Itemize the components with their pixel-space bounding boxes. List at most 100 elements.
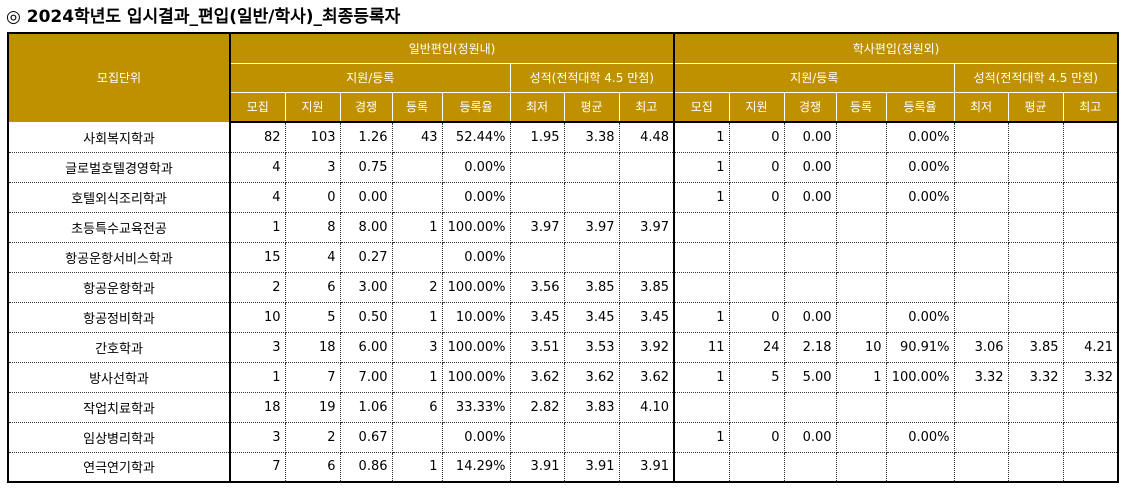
general-apply-cell: 6 — [284, 271, 341, 303]
page-title: ◎ 2024학년도 입시결과_편입(일반/학사)_최종등록자 — [6, 7, 401, 27]
bachelor-enroll-cell — [835, 211, 887, 243]
general-apply-cell: 2 — [284, 421, 341, 453]
bachelor-enroll-rate-cell: 0.00% — [885, 181, 955, 213]
general-recruit-cell: 15 — [229, 241, 286, 273]
general-enroll-rate-cell: 0.00% — [441, 181, 511, 213]
bachelor-enroll-cell — [835, 121, 887, 153]
general-grade-min-cell: 3.97 — [509, 211, 565, 243]
general-competition-cell: 0.67 — [339, 421, 393, 453]
bachelor-enroll-rate-cell — [885, 271, 955, 303]
bachelor-apply-cell — [728, 271, 785, 303]
bachelor-enroll-cell — [835, 271, 887, 303]
general-enroll-cell: 1 — [391, 451, 443, 483]
general-apply-cell: 4 — [284, 241, 341, 273]
general-apply-cell: 3 — [284, 151, 341, 183]
general-grade-min-cell: 3.91 — [509, 451, 565, 483]
bachelor-competition-cell — [783, 451, 837, 483]
general-grade-max-cell — [618, 151, 676, 183]
bachelor-apply-cell — [728, 391, 785, 423]
general-competition-cell: 1.06 — [339, 391, 393, 423]
bachelor-competition-cell: 0.00 — [783, 301, 837, 333]
bachelor-grade-max-cell — [1062, 241, 1119, 273]
general-col-competition: 경쟁 — [339, 91, 393, 123]
bachelor-recruit-cell: 1 — [673, 421, 730, 453]
general-competition-cell: 0.50 — [339, 301, 393, 333]
general-grade-max-cell — [618, 421, 676, 453]
bachelor-grade-min-cell: 3.06 — [953, 331, 1009, 363]
general-enroll-rate-cell: 33.33% — [441, 391, 511, 423]
table-row: 항공운항학과 2 6 3.00 2 100.00% 3.56 3.85 3.85 — [7, 271, 1119, 303]
general-grade-avg-cell — [563, 151, 620, 183]
general-enroll-cell: 43 — [391, 121, 443, 153]
bachelor-grade-min-cell — [953, 391, 1009, 423]
general-recruit-cell: 7 — [229, 451, 286, 483]
bachelor-grade-avg-cell — [1007, 391, 1064, 423]
general-enroll-cell: 1 — [391, 211, 443, 243]
general-col-recruit: 모집 — [229, 91, 286, 123]
general-grade-min-cell — [509, 421, 565, 453]
unit-header: 모집단위 — [7, 32, 231, 123]
general-grade-max-cell: 3.62 — [618, 361, 676, 393]
bachelor-grade-min-cell — [953, 241, 1009, 273]
general-enroll-cell — [391, 241, 443, 273]
general-grade-min-cell: 3.62 — [509, 361, 565, 393]
bachelor-grade-max-cell: 3.32 — [1062, 361, 1119, 393]
bachelor-grade-max-cell — [1062, 151, 1119, 183]
general-recruit-cell: 3 — [229, 331, 286, 363]
bachelor-grade-min-cell — [953, 301, 1009, 333]
general-grade-avg-cell: 3.45 — [563, 301, 620, 333]
general-competition-cell: 6.00 — [339, 331, 393, 363]
general-grade-max-cell: 3.85 — [618, 271, 676, 303]
bachelor-col-grade-avg: 평균 — [1007, 91, 1064, 123]
bachelor-enroll-cell — [835, 241, 887, 273]
general-apply-cell: 8 — [284, 211, 341, 243]
bachelor-grade-avg-cell — [1007, 181, 1064, 213]
bachelor-enroll-rate-cell — [885, 241, 955, 273]
bachelor-grade-max-cell: 4.21 — [1062, 331, 1119, 363]
bachelor-enroll-rate-cell — [885, 451, 955, 483]
table-row: 항공운항서비스학과 15 4 0.27 0.00% — [7, 241, 1119, 273]
general-grade-avg-cell — [563, 421, 620, 453]
general-competition-cell: 0.27 — [339, 241, 393, 273]
unit-cell: 연극연기학과 — [7, 451, 231, 483]
bachelor-enroll-rate-cell: 0.00% — [885, 151, 955, 183]
general-grade-max-cell: 3.45 — [618, 301, 676, 333]
bachelor-grade-avg-cell: 3.32 — [1007, 361, 1064, 393]
general-enroll-rate-cell: 52.44% — [441, 121, 511, 153]
bachelor-recruit-cell — [673, 241, 730, 273]
bachelor-apply-cell — [728, 241, 785, 273]
bachelor-apply-cell: 0 — [728, 301, 785, 333]
unit-cell: 간호학과 — [7, 331, 231, 363]
general-competition-cell: 7.00 — [339, 361, 393, 393]
bachelor-grade-max-cell — [1062, 421, 1119, 453]
general-competition-cell: 0.75 — [339, 151, 393, 183]
general-col-enroll-rate: 등록율 — [441, 91, 511, 123]
bachelor-enroll-cell — [835, 421, 887, 453]
general-enroll-rate-cell: 100.00% — [441, 211, 511, 243]
general-grade-avg-cell: 3.97 — [563, 211, 620, 243]
table-row: 항공정비학과 10 5 0.50 1 10.00% 3.45 3.45 3.45 1 0 0.00 0.… — [7, 301, 1119, 333]
bachelor-enroll-rate-cell: 0.00% — [885, 421, 955, 453]
bachelor-grade-min-cell — [953, 271, 1009, 303]
bachelor-col-recruit: 모집 — [673, 91, 730, 123]
table-body: 사회복지학과 82 103 1.26 43 52.44% 1.95 3.38 4.48 1 0 0.0… — [7, 121, 1119, 483]
general-col-grade-max: 최고 — [618, 91, 676, 123]
unit-cell: 작업치료학과 — [7, 391, 231, 423]
bachelor-recruit-cell: 1 — [673, 121, 730, 153]
bachelor-col-apply: 지원 — [728, 91, 785, 123]
bachelor-grade-max-cell — [1062, 271, 1119, 303]
bachelor-enroll-rate-cell — [885, 391, 955, 423]
bachelor-recruit-cell: 1 — [673, 181, 730, 213]
bachelor-recruit-cell: 1 — [673, 361, 730, 393]
general-recruit-cell: 1 — [229, 211, 286, 243]
bachelor-recruit-cell — [673, 391, 730, 423]
general-grade-min-cell — [509, 241, 565, 273]
bachelor-recruit-cell: 1 — [673, 151, 730, 183]
table-row: 임상병리학과 3 2 0.67 0.00% 1 0 0.00 0.00% — [7, 421, 1119, 453]
general-grade-avg-cell: 3.62 — [563, 361, 620, 393]
bachelor-apply-header: 지원/등록 — [673, 62, 955, 93]
bachelor-transfer-header: 학사편입(정원외) — [673, 32, 1119, 64]
general-enroll-cell: 1 — [391, 301, 443, 333]
bachelor-grade-max-cell — [1062, 121, 1119, 153]
